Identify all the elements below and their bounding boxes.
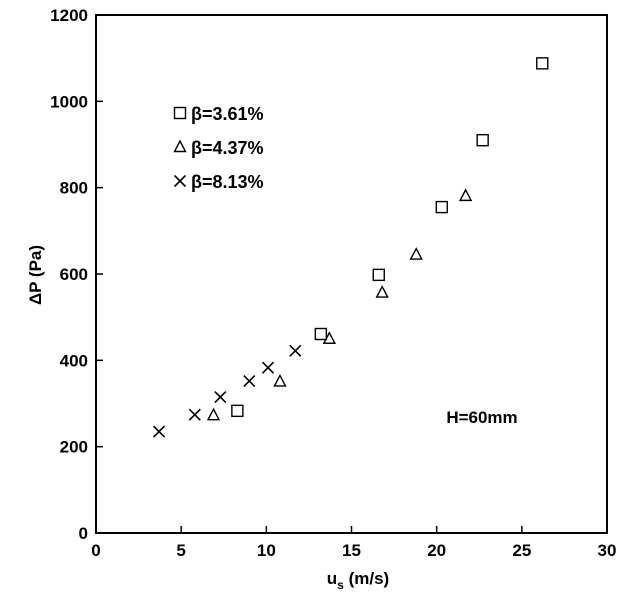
data-point-triangle xyxy=(375,285,389,298)
legend-marker-square xyxy=(173,106,187,120)
y-tick-label: 0 xyxy=(79,524,88,543)
data-point-square xyxy=(476,133,489,147)
x-tick-label: 25 xyxy=(512,541,531,560)
y-tick-label: 600 xyxy=(60,265,88,284)
x-axis-label: us (m/s) xyxy=(327,569,389,592)
series-square xyxy=(231,57,549,418)
data-point-triangle xyxy=(206,407,221,421)
series-cross xyxy=(152,344,302,438)
legend-label: β=4.37% xyxy=(191,138,264,158)
data-point-triangle xyxy=(273,373,287,387)
x-tick-label: 10 xyxy=(257,541,276,560)
data-point-triangle xyxy=(409,247,423,260)
legend-marker-triangle xyxy=(173,139,187,153)
data-point-cross xyxy=(243,374,256,388)
data-point-square xyxy=(536,57,549,70)
x-tick-label: 0 xyxy=(91,541,100,560)
data-point-cross xyxy=(152,425,166,438)
x-tick-label: 5 xyxy=(176,541,185,560)
y-axis-label: ΔP (Pa) xyxy=(26,245,45,305)
data-point-cross xyxy=(188,408,201,421)
legend-marker-cross xyxy=(173,174,187,188)
data-point-triangle xyxy=(322,331,337,344)
y-tick-label: 800 xyxy=(60,179,88,198)
y-tick-label: 200 xyxy=(60,438,88,457)
x-tick-label: 20 xyxy=(427,541,446,560)
data-point-square xyxy=(231,404,244,418)
data-point-cross xyxy=(289,344,302,357)
y-tick-label: 400 xyxy=(60,351,88,370)
axis-ticks: 0 5 10 15 20 25 30 0 200 400 600 800 1000 1200 xyxy=(50,6,616,560)
x-tick-label: 30 xyxy=(598,541,617,560)
data-points xyxy=(152,57,549,438)
data-point-triangle xyxy=(458,188,473,202)
data-point-square xyxy=(435,200,448,214)
legend-label: β=8.13% xyxy=(191,172,264,192)
legend-label: β=3.61% xyxy=(191,104,264,124)
plot-area xyxy=(95,14,608,534)
data-point-cross xyxy=(214,390,227,404)
data-point-square xyxy=(314,327,328,341)
data-point-cross xyxy=(261,361,275,374)
x-tick-label: 15 xyxy=(342,541,361,560)
series-triangle xyxy=(206,188,473,421)
data-point-square xyxy=(372,268,385,282)
y-tick-label: 1200 xyxy=(50,6,88,25)
condition-annotation: H=60mm xyxy=(446,408,517,427)
y-tick-label: 1000 xyxy=(50,92,88,111)
legend: β=3.61% β=4.37% β=8.13% xyxy=(173,104,264,192)
plot-border xyxy=(95,14,608,534)
